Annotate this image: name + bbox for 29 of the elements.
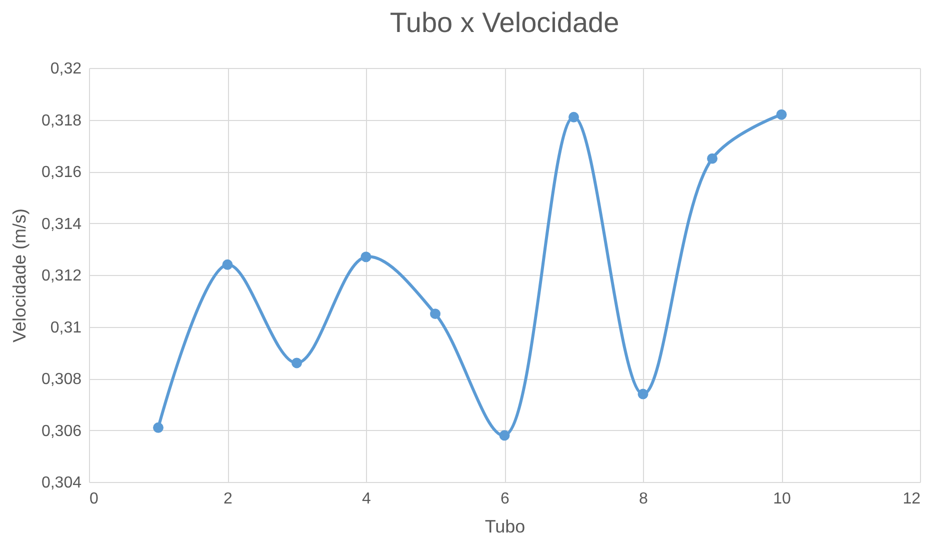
point xyxy=(707,153,718,164)
y-tick-label: 0,314 xyxy=(41,216,82,233)
point xyxy=(638,388,648,400)
x-tick-label: 12 xyxy=(902,490,921,508)
point xyxy=(430,308,440,320)
x-tick-label: 8 xyxy=(639,490,648,508)
y-tick-label: 0,31 xyxy=(50,319,82,336)
point xyxy=(499,430,510,441)
y-tick-label: 0,316 xyxy=(41,164,82,181)
point xyxy=(568,112,579,122)
point xyxy=(222,259,233,270)
point xyxy=(153,422,164,433)
x-tick-label: 0 xyxy=(90,490,98,508)
y-tick-label: 0,306 xyxy=(41,422,82,440)
x-tick-label: 4 xyxy=(362,490,372,508)
x-axis-title: Tubo xyxy=(484,516,526,536)
y-tick-label: 0,32 xyxy=(50,60,82,78)
x-tick-label: 6 xyxy=(500,490,510,508)
x-tick-label: 2 xyxy=(224,490,233,508)
x-tick-label: 10 xyxy=(773,490,791,508)
point xyxy=(776,109,787,120)
y-axis-title: Velocidade (m/s) xyxy=(9,208,30,343)
y-tick-label: 0,304 xyxy=(41,474,82,492)
point xyxy=(360,252,372,262)
y-tick-label: 0,312 xyxy=(41,268,82,284)
chart-title: Tubo x Velocidade xyxy=(390,7,620,38)
y-tick-label: 0,318 xyxy=(41,112,82,130)
point xyxy=(292,358,302,368)
y-tick-label: 0,308 xyxy=(41,371,82,388)
